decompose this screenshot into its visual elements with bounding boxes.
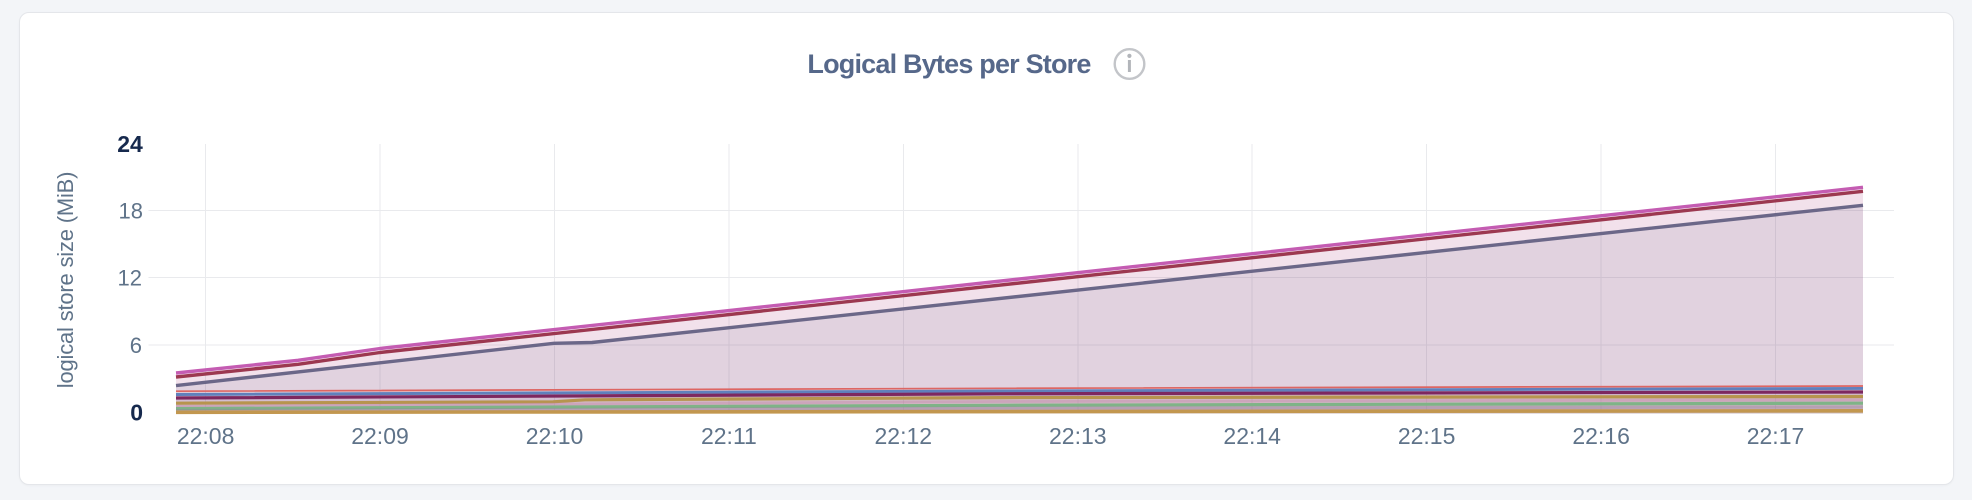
svg-text:24: 24	[117, 131, 143, 157]
svg-text:0: 0	[130, 400, 143, 426]
svg-text:18: 18	[119, 199, 143, 224]
svg-text:22:11: 22:11	[701, 423, 757, 449]
svg-text:Logical Bytes per Store: Logical Bytes per Store	[807, 49, 1091, 79]
svg-text:22:12: 22:12	[875, 423, 933, 449]
svg-text:22:10: 22:10	[526, 423, 584, 449]
svg-text:22:13: 22:13	[1049, 423, 1107, 449]
svg-text:22:09: 22:09	[351, 423, 409, 449]
svg-text:22:08: 22:08	[177, 423, 235, 449]
svg-text:22:16: 22:16	[1572, 423, 1630, 449]
svg-text:22:14: 22:14	[1223, 423, 1281, 449]
svg-text:22:15: 22:15	[1398, 423, 1456, 449]
svg-text:12: 12	[118, 266, 142, 291]
svg-text:6: 6	[130, 333, 142, 358]
svg-text:logical store size (MiB): logical store size (MiB)	[53, 172, 78, 388]
svg-text:22:17: 22:17	[1747, 423, 1805, 449]
